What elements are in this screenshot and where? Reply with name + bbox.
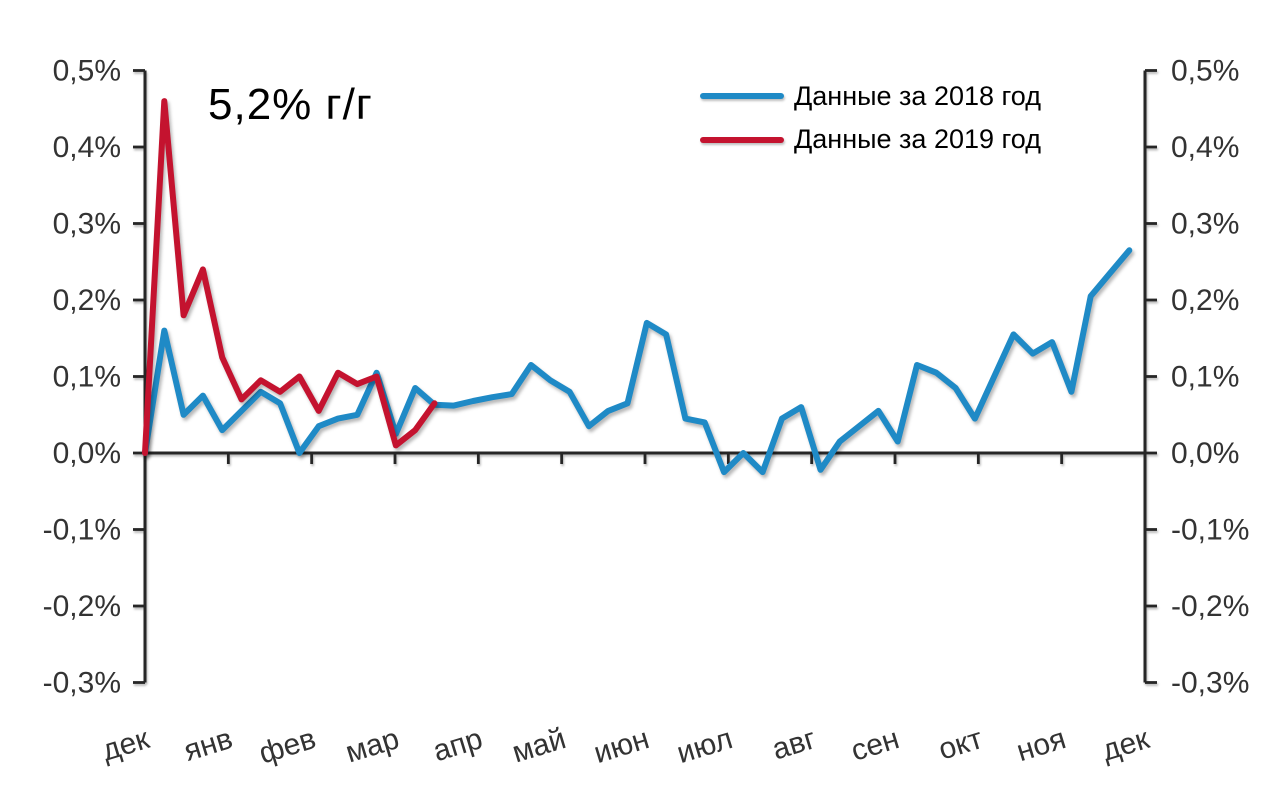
y-axis-label-right: 0,1% [1171,361,1239,394]
x-axis-label: июл [673,722,736,770]
y-axis-label-right: 0,5% [1171,55,1239,88]
x-axis-label: окт [935,722,987,766]
legend-item-2019: Данные за 2019 год [700,123,1041,155]
y-axis-label-left: -0,2% [43,590,121,623]
y-axis-label-left: 0,1% [53,361,121,394]
x-axis-label: май [508,722,569,769]
legend-label-2019: Данные за 2019 год [794,124,1041,155]
series-line-2019 [142,98,438,456]
x-axis-label: сен [847,722,903,768]
y-axis-label-right: -0,1% [1171,514,1249,547]
y-axis-label-right: -0,3% [1171,667,1249,700]
y-axis-label-right: -0,2% [1171,590,1249,623]
x-axis-label: дек [1098,722,1154,768]
x-axis-label: фев [255,722,319,770]
y-axis-label-right: 0,3% [1171,208,1239,241]
series-line-2018 [142,247,1133,476]
x-axis-label: мар [342,722,403,769]
y-axis-label-left: 0,5% [53,55,121,88]
chart-legend: Данные за 2018 год Данные за 2019 год [700,80,1041,167]
x-axis-label: апр [429,722,486,768]
chart-annotation: 5,2% г/г [208,80,373,129]
y-axis-label-right: 0,2% [1171,284,1239,317]
x-axis-label: июн [590,722,653,770]
y-axis-label-right: 0,0% [1171,437,1239,470]
y-axis-label-left: 0,2% [53,284,121,317]
legend-line-2018-swatch [700,93,784,100]
y-axis-label-right: 0,4% [1171,131,1239,164]
x-axis-label: авг [768,722,819,766]
y-axis-label-left: -0,3% [43,667,121,700]
legend-item-2018: Данные за 2018 год [700,80,1041,112]
x-axis-label: янв [180,722,236,768]
y-axis-label-left: 0,0% [53,437,121,470]
legend-line-2019-swatch [700,136,784,143]
y-axis-label-left: 0,3% [53,208,121,241]
legend-label-2018: Данные за 2018 год [794,81,1041,111]
axis-labels: 0,5% 0,5% 0,4% 0,4% 0,3% 0,3% 0,2% 0,2% 0,1% 0,1%… [43,55,1250,771]
y-axis-label-left: 0,4% [53,131,121,164]
y-axis-label-left: -0,1% [43,514,121,547]
x-axis-label: дек [98,722,154,768]
x-axis-label: ноя [1013,722,1070,768]
axes [133,69,1157,684]
